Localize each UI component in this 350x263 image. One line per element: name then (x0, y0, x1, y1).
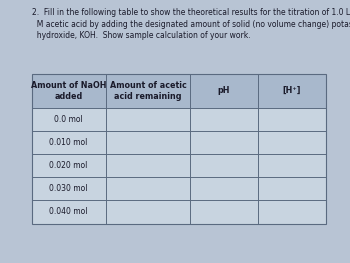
Bar (32, 74, 326, 224)
Text: 0.0 mol: 0.0 mol (54, 115, 83, 124)
Bar (32, 200, 326, 224)
Text: 0.040 mol: 0.040 mol (49, 208, 88, 216)
Text: 2.  Fill in the following table to show the theoretical results for the titratio: 2. Fill in the following table to show t… (32, 8, 350, 41)
Bar (32, 74, 326, 108)
Text: pH: pH (218, 86, 230, 95)
Text: 0.030 mol: 0.030 mol (49, 184, 88, 193)
Bar (32, 177, 326, 200)
Text: Amount of NaOH
added: Amount of NaOH added (31, 81, 106, 101)
Bar (32, 154, 326, 177)
Text: Amount of acetic
acid remaining: Amount of acetic acid remaining (110, 81, 187, 101)
Text: 0.020 mol: 0.020 mol (49, 161, 88, 170)
Text: 0.010 mol: 0.010 mol (49, 138, 88, 147)
Bar (32, 131, 326, 154)
Bar (32, 108, 326, 131)
Text: [H⁺]: [H⁺] (282, 86, 301, 95)
